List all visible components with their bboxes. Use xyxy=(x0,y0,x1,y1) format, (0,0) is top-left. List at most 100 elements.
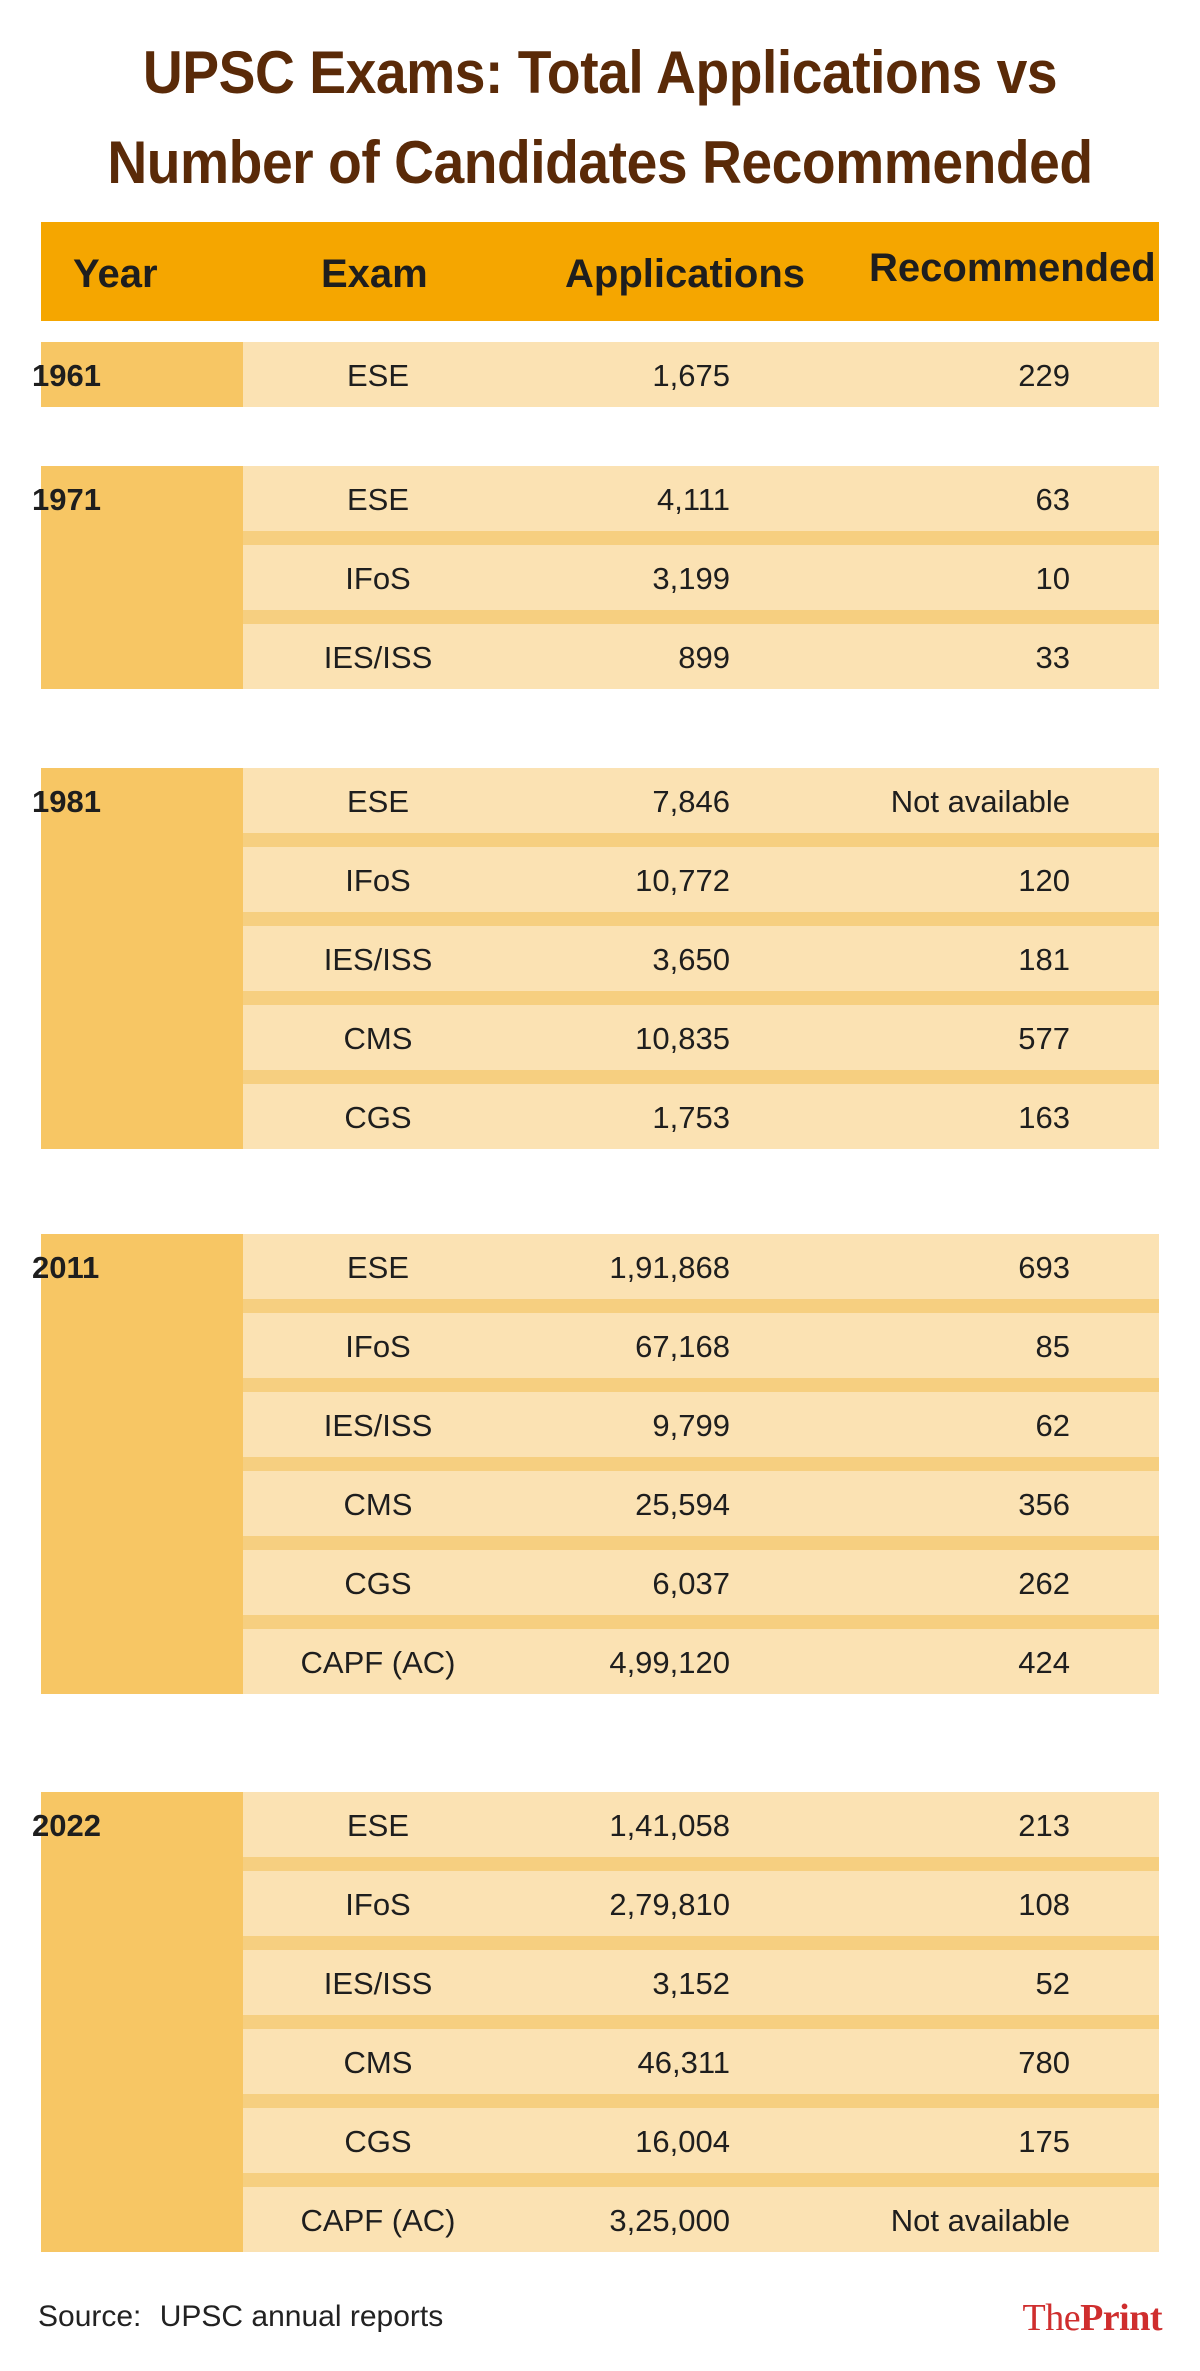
year-cell xyxy=(41,768,243,1149)
cell-applications: 1,91,868 xyxy=(609,1250,730,1285)
cell-recommended: 780 xyxy=(1018,2045,1070,2080)
cell-exam: ESE xyxy=(346,784,410,819)
cell-exam: CMS xyxy=(343,2045,413,2080)
year-cell xyxy=(41,1234,243,1694)
cell-recommended: 63 xyxy=(1035,482,1070,517)
cell-exam: CGS xyxy=(344,1566,412,1601)
cell-exam: IES/ISS xyxy=(323,1966,433,2001)
cell-exam: ESE xyxy=(346,482,410,517)
row-separator xyxy=(243,1536,1159,1550)
source-label: Source: xyxy=(38,2300,142,2333)
cell-applications: 10,835 xyxy=(635,1021,730,1056)
row-separator xyxy=(243,991,1159,1005)
source-text: UPSC annual reports xyxy=(159,2300,444,2333)
logo-part-print: Print xyxy=(1080,2297,1162,2339)
row-separator xyxy=(243,1070,1159,1084)
year-cell xyxy=(41,466,243,689)
cell-recommended: Not available xyxy=(890,2203,1070,2238)
title-line-2: Number of Candidates Recommended xyxy=(107,129,1093,196)
chart-title: UPSC Exams: Total Applications vs Number… xyxy=(0,28,1200,208)
cell-applications: 3,152 xyxy=(652,1966,730,2001)
cell-recommended: 62 xyxy=(1035,1408,1070,1443)
cell-exam: ESE xyxy=(346,1250,410,1285)
cell-applications: 1,675 xyxy=(652,358,730,393)
row-group-background xyxy=(243,342,1159,407)
cell-applications: 9,799 xyxy=(652,1408,730,1443)
cell-recommended: 356 xyxy=(1018,1487,1070,1522)
cell-recommended: 262 xyxy=(1018,1566,1070,1601)
row-separator xyxy=(243,610,1159,624)
cell-applications: 3,199 xyxy=(652,561,730,596)
row-separator xyxy=(243,1378,1159,1392)
logo-part-the: The xyxy=(1022,2297,1081,2339)
row-separator xyxy=(243,1857,1159,1871)
row-separator xyxy=(243,2015,1159,2029)
cell-applications: 10,772 xyxy=(635,863,730,898)
cell-applications: 4,99,120 xyxy=(609,1645,730,1680)
cell-recommended: 52 xyxy=(1035,1966,1070,2001)
header-exam: Exam xyxy=(321,252,428,296)
cell-applications: 67,168 xyxy=(635,1329,730,1364)
cell-applications: 4,111 xyxy=(657,482,730,517)
cell-applications: 46,311 xyxy=(637,2045,730,2080)
cell-recommended: 85 xyxy=(1035,1329,1070,1364)
table-header: Year Exam Applications Recommended xyxy=(41,222,1159,321)
cell-recommended: 33 xyxy=(1035,640,1070,675)
cell-exam: ESE xyxy=(346,1808,410,1843)
cell-exam: CAPF (AC) xyxy=(300,2203,456,2238)
year-label: 1971 xyxy=(32,482,101,517)
cell-applications: 6,037 xyxy=(652,1566,730,1601)
row-group-background xyxy=(243,466,1159,689)
cell-applications: 2,79,810 xyxy=(609,1887,730,1922)
cell-recommended: 181 xyxy=(1018,942,1070,977)
year-cell xyxy=(41,342,243,407)
theprint-logo: ThePrint xyxy=(1022,2296,1162,2340)
cell-exam: IES/ISS xyxy=(323,942,433,977)
title-line-1: UPSC Exams: Total Applications vs xyxy=(142,39,1058,106)
cell-exam: ESE xyxy=(346,358,410,393)
cell-exam: IES/ISS xyxy=(323,1408,433,1443)
year-label: 2011 xyxy=(32,1250,100,1285)
cell-applications: 3,650 xyxy=(652,942,730,977)
row-separator xyxy=(243,1457,1159,1471)
cell-exam: CMS xyxy=(343,1021,413,1056)
cell-exam: CGS xyxy=(344,1100,412,1135)
cell-exam: IES/ISS xyxy=(323,640,433,675)
cell-exam: CGS xyxy=(344,2124,412,2159)
cell-recommended: 10 xyxy=(1035,561,1070,596)
cell-recommended: 175 xyxy=(1018,2124,1070,2159)
cell-exam: IFoS xyxy=(345,863,411,898)
row-separator xyxy=(243,1936,1159,1950)
cell-recommended: 213 xyxy=(1018,1808,1070,1843)
cell-recommended: Not available xyxy=(890,784,1070,819)
cell-applications: 3,25,000 xyxy=(609,2203,730,2238)
year-label: 2022 xyxy=(32,1808,101,1843)
cell-recommended: 424 xyxy=(1018,1645,1070,1680)
row-separator xyxy=(243,1615,1159,1629)
row-separator xyxy=(243,2173,1159,2187)
cell-applications: 7,846 xyxy=(652,784,730,819)
year-cell xyxy=(41,1792,243,2252)
cell-recommended: 693 xyxy=(1018,1250,1070,1285)
cell-exam: IFoS xyxy=(345,561,411,596)
cell-recommended: 163 xyxy=(1018,1100,1070,1135)
cell-applications: 1,41,058 xyxy=(609,1808,730,1843)
cell-recommended: 229 xyxy=(1018,358,1070,393)
cell-exam: CMS xyxy=(343,1487,413,1522)
cell-applications: 899 xyxy=(678,640,730,675)
cell-recommended: 120 xyxy=(1018,863,1070,898)
cell-recommended: 577 xyxy=(1018,1021,1070,1056)
cell-applications: 25,594 xyxy=(635,1487,730,1522)
header-recommended: Recommended xyxy=(869,246,1156,290)
row-separator xyxy=(243,531,1159,545)
header-year: Year xyxy=(73,252,158,296)
row-separator xyxy=(243,2094,1159,2108)
cell-recommended: 108 xyxy=(1018,1887,1070,1922)
row-separator xyxy=(243,1299,1159,1313)
row-separator xyxy=(243,912,1159,926)
header-applications: Applications xyxy=(565,252,806,296)
cell-applications: 16,004 xyxy=(635,2124,730,2159)
row-separator xyxy=(243,833,1159,847)
cell-exam: IFoS xyxy=(345,1887,411,1922)
